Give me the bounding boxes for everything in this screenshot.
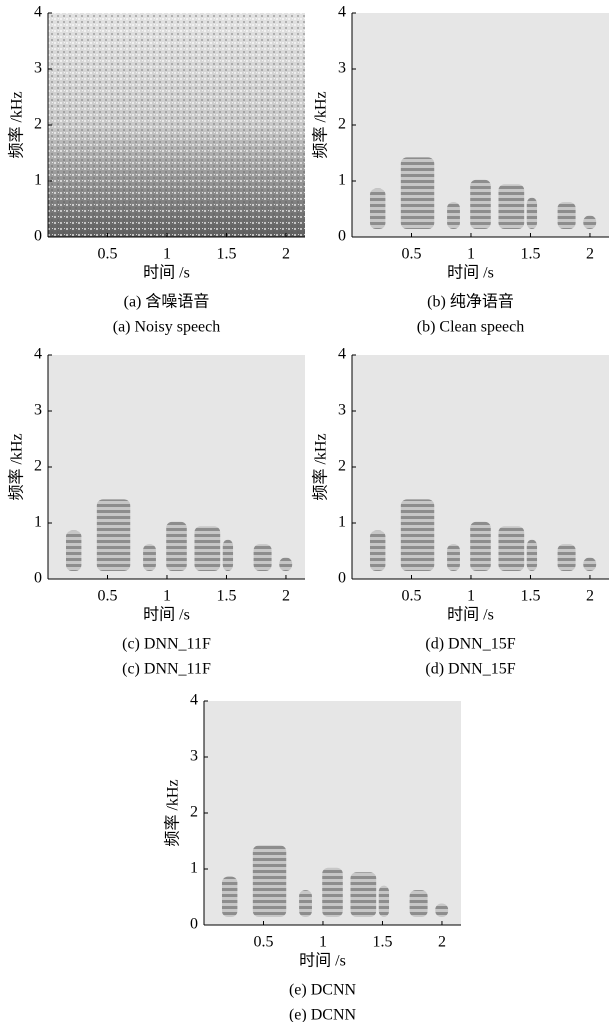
x-tick-label: 2 — [586, 246, 594, 263]
x-tick-label: 1.5 — [372, 934, 392, 951]
spectrogram-harmonics — [583, 557, 597, 571]
x-tick-label: 1 — [319, 934, 327, 951]
y-tick-label: 0 — [34, 570, 42, 587]
spectrogram-harmonics — [378, 885, 390, 917]
spectrogram-harmonics — [96, 499, 131, 571]
x-tick-label: 1 — [467, 246, 475, 263]
x-axis-label: 时间 /s — [447, 606, 494, 624]
spectrogram-harmonics — [369, 530, 386, 571]
y-tick-label: 2 — [338, 458, 346, 475]
x-tick-label: 1 — [163, 246, 171, 263]
y-tick-label: 1 — [338, 172, 346, 189]
y-tick-label: 0 — [190, 916, 198, 933]
spectrogram-harmonics — [526, 197, 538, 229]
x-tick-label: 2 — [586, 588, 594, 605]
spectrogram-harmonics — [65, 530, 82, 571]
spectrogram-harmonics — [400, 499, 435, 571]
x-axis-label: 时间 /s — [143, 606, 190, 624]
y-tick-label: 0 — [34, 228, 42, 245]
spectrogram-harmonics — [470, 179, 491, 229]
y-tick-label: 1 — [34, 172, 42, 189]
y-tick-label: 4 — [338, 346, 346, 363]
caption-cn: (b) 纯净语音 — [427, 293, 514, 311]
y-tick-label: 2 — [34, 458, 42, 475]
caption-cn: (c) DNN_11F — [122, 636, 211, 653]
x-tick-label: 0.5 — [401, 588, 421, 605]
caption-en: (d) DNN_15F — [425, 661, 515, 678]
caption-cn: (d) DNN_15F — [425, 636, 515, 653]
y-tick-label: 3 — [190, 748, 198, 765]
x-axis-label: 时间 /s — [143, 264, 190, 282]
spectrogram-harmonics — [222, 539, 234, 571]
x-tick-label: 2 — [438, 934, 446, 951]
x-tick-label: 1 — [467, 588, 475, 605]
spectrogram-harmonics — [194, 526, 221, 571]
x-tick-label: 0.5 — [97, 246, 117, 263]
y-tick-label: 3 — [34, 402, 42, 419]
caption-cn: (a) 含噪语音 — [124, 293, 210, 311]
spectrogram-harmonics — [166, 521, 187, 571]
y-tick-label: 0 — [338, 228, 346, 245]
caption-cn: (e) DCNN — [289, 982, 357, 999]
y-tick-label: 1 — [34, 514, 42, 531]
x-tick-label: 2 — [282, 246, 290, 263]
y-tick-label: 3 — [34, 60, 42, 77]
x-axis-label: 时间 /s — [447, 264, 494, 282]
spectrogram-harmonics — [253, 544, 272, 571]
spectrogram-harmonics — [557, 544, 576, 571]
y-tick-label: 3 — [338, 402, 346, 419]
spectrogram-harmonics — [583, 215, 597, 229]
x-tick-label: 1 — [163, 588, 171, 605]
x-tick-label: 1.5 — [216, 246, 236, 263]
x-tick-label: 2 — [282, 588, 290, 605]
spectrogram-harmonics — [279, 557, 293, 571]
x-tick-label: 0.5 — [401, 246, 421, 263]
y-tick-label: 1 — [190, 860, 198, 877]
spectrogram-harmonics — [322, 867, 343, 917]
y-tick-label: 2 — [34, 116, 42, 133]
spectrogram-harmonics — [498, 184, 525, 229]
x-tick-label: 1.5 — [216, 588, 236, 605]
spectrogram-harmonics — [498, 526, 525, 571]
spectrogram-harmonics — [526, 539, 538, 571]
spectrogram-harmonics — [221, 876, 238, 917]
spectrogram-harmonics — [470, 521, 491, 571]
y-tick-label: 3 — [338, 60, 346, 77]
y-axis-label: 频率 /kHz — [8, 433, 26, 500]
spectrogram-harmonics — [400, 157, 435, 229]
spectrogram-harmonics — [447, 202, 460, 229]
spectrogram-harmonics — [435, 903, 449, 917]
x-axis-label: 时间 /s — [299, 952, 346, 970]
spectrogram-noise — [48, 13, 305, 237]
caption-en: (a) Noisy speech — [113, 319, 221, 336]
y-axis-label: 频率 /kHz — [312, 433, 330, 500]
y-axis-label: 频率 /kHz — [164, 779, 182, 846]
spectrogram-harmonics — [143, 544, 156, 571]
spectrogram-harmonics — [369, 188, 386, 229]
caption-en: (c) DNN_11F — [122, 661, 211, 678]
caption-en: (e) DCNN — [289, 1007, 357, 1022]
y-tick-label: 1 — [338, 514, 346, 531]
y-axis-label: 频率 /kHz — [8, 91, 26, 158]
x-tick-label: 0.5 — [253, 934, 273, 951]
y-tick-label: 4 — [190, 692, 198, 709]
y-tick-label: 0 — [338, 570, 346, 587]
spectrogram-harmonics — [350, 872, 377, 917]
spectrogram-harmonics — [557, 202, 576, 229]
y-tick-label: 4 — [338, 4, 346, 21]
x-tick-label: 1.5 — [520, 246, 540, 263]
y-tick-label: 4 — [34, 346, 42, 363]
spectrogram-harmonics — [447, 544, 460, 571]
x-tick-label: 1.5 — [520, 588, 540, 605]
spectrogram-harmonics — [409, 890, 428, 917]
caption-en: (b) Clean speech — [417, 319, 525, 336]
spectrogram-harmonics — [299, 890, 312, 917]
spectrogram-harmonics — [252, 845, 287, 917]
y-tick-label: 2 — [190, 804, 198, 821]
y-axis-label: 频率 /kHz — [312, 91, 330, 158]
y-tick-label: 4 — [34, 4, 42, 21]
y-tick-label: 2 — [338, 116, 346, 133]
x-tick-label: 0.5 — [97, 588, 117, 605]
